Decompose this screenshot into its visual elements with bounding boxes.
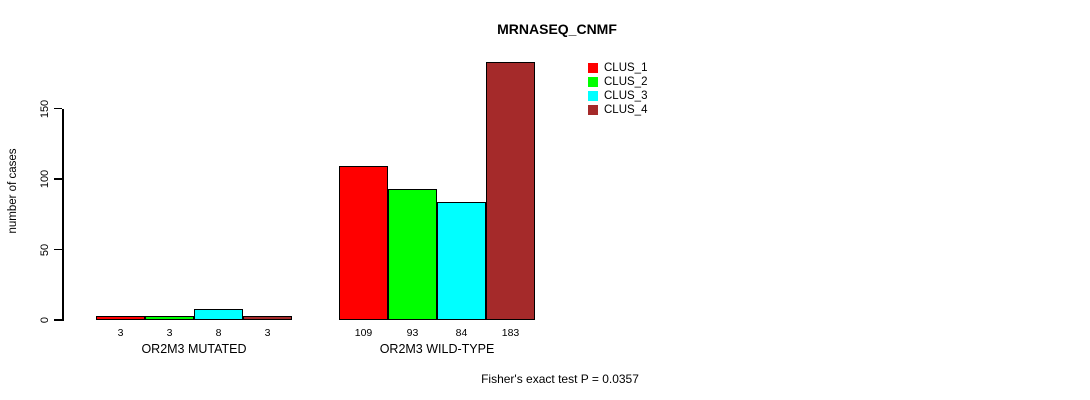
y-tick-label: 150 — [39, 99, 51, 118]
bar-clus_4 — [243, 316, 292, 320]
legend-swatch-icon — [588, 105, 598, 115]
legend-label: CLUS_4 — [604, 104, 648, 116]
legend-label: CLUS_1 — [604, 62, 648, 74]
y-axis-label: number of cases — [7, 148, 19, 234]
bar-clus_2 — [388, 189, 437, 320]
bar-value-label: 183 — [501, 327, 520, 339]
legend-item-clus_1: CLUS_1 — [588, 61, 647, 75]
legend-swatch-icon — [588, 91, 598, 101]
y-tick-label: 100 — [39, 169, 51, 189]
bar-value-label: 3 — [166, 327, 173, 339]
bar-value-label: 3 — [264, 327, 271, 339]
bar-value-label: 3 — [117, 327, 124, 339]
chart-title: MRNASEQ_CNMF — [497, 21, 617, 37]
legend-item-clus_2: CLUS_2 — [588, 75, 647, 89]
bar-clus_4 — [486, 62, 535, 320]
y-axis-tick — [54, 248, 62, 251]
legend-swatch-icon — [588, 77, 598, 87]
bar-clus_3 — [194, 309, 243, 320]
y-tick-label: 0 — [39, 316, 51, 324]
legend-item-clus_3: CLUS_3 — [588, 89, 647, 103]
legend-label: CLUS_3 — [604, 90, 648, 102]
y-tick-label: 50 — [39, 243, 51, 256]
bar-value-label: 8 — [215, 327, 222, 339]
bar-clus_1 — [96, 316, 145, 320]
bar-clus_3 — [437, 202, 486, 320]
bar-clus_2 — [145, 316, 194, 320]
y-axis-tick — [54, 319, 62, 321]
y-axis-tick — [54, 107, 62, 110]
group-label: OR2M3 MUTATED — [141, 342, 247, 356]
legend-swatch-icon — [588, 63, 598, 73]
legend: CLUS_1 CLUS_2 CLUS_3 CLUS_4 — [588, 61, 647, 117]
bar-value-label: 84 — [455, 327, 468, 339]
bar-clus_1 — [339, 166, 388, 320]
y-axis-line — [62, 108, 64, 321]
bar-value-label: 109 — [354, 327, 373, 339]
bar-value-label: 93 — [406, 327, 419, 339]
legend-label: CLUS_2 — [604, 76, 648, 88]
legend-item-clus_4: CLUS_4 — [588, 103, 647, 117]
fisher-test-annotation: Fisher's exact test P = 0.0357 — [481, 372, 639, 386]
group-label: OR2M3 WILD-TYPE — [379, 342, 495, 356]
y-axis-tick — [54, 178, 62, 180]
